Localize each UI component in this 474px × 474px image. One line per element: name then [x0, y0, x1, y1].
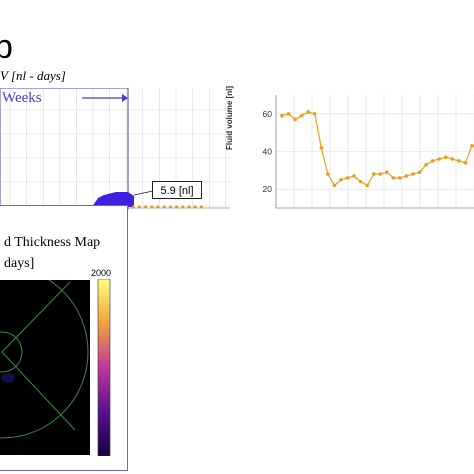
weeks-arrowhead — [122, 94, 128, 102]
fluid-data-point — [450, 157, 455, 161]
fluid-data-point — [293, 117, 297, 122]
fluid-data-point — [470, 144, 474, 148]
weeks-label: Weeks — [2, 90, 42, 106]
fluid-data-point — [332, 183, 337, 188]
volume-timeline-chart — [0, 88, 230, 210]
map-sector-line-upper — [1, 281, 71, 353]
fluid-data-point — [371, 172, 376, 176]
fluid-y-tick-label: 40 — [263, 147, 273, 157]
fluid-data-point — [378, 172, 383, 176]
fluid-data-point — [365, 183, 369, 188]
fluid-volume-axis-label: Fluid volume [nl] — [225, 86, 234, 150]
volume-fill-area — [92, 192, 134, 207]
thickness-map-image — [0, 280, 90, 455]
fluid-data-point — [319, 145, 324, 150]
fluid-y-tick-label: 60 — [263, 109, 273, 119]
fluid-data-point — [299, 113, 304, 118]
fluid-data-point — [430, 159, 435, 163]
fluid-volume-chart: 20 40 60 — [263, 95, 474, 209]
fluid-data-point — [286, 112, 291, 116]
thickness-colorbar — [97, 279, 111, 456]
fluid-series — [280, 110, 474, 188]
thickness-map-subtitle: days] — [4, 256, 35, 271]
fluid-data-point — [463, 161, 468, 165]
fluid-data-point — [358, 179, 363, 184]
fluid-data-point — [457, 159, 461, 163]
fluid-chart-ticks: 20 40 60 — [263, 109, 273, 194]
map-thickness-spot — [1, 373, 15, 383]
fluid-data-point — [306, 110, 311, 114]
fluid-data-point — [424, 162, 428, 167]
fluid-data-point — [398, 176, 402, 180]
weeks-frame — [0, 88, 129, 210]
thickness-map-title: d Thickness Map — [4, 235, 101, 250]
fluid-data-point — [326, 172, 330, 176]
callout-leader — [133, 190, 154, 196]
fluid-data-point — [352, 174, 356, 178]
colorbar-max-label: 2000 — [91, 268, 112, 278]
fluid-data-point — [391, 176, 396, 180]
map-sector-line-lower — [1, 351, 76, 431]
fluid-data-point — [385, 170, 389, 175]
fluid-data-point — [339, 177, 343, 182]
fluid-data-point — [345, 176, 350, 180]
map-inner-ring — [0, 331, 23, 373]
fluid-data-point — [411, 172, 415, 176]
fluid-data-point — [280, 113, 284, 118]
fluid-data-point — [312, 112, 317, 116]
fluid-data-point — [417, 170, 422, 175]
fluid-data-point — [437, 157, 442, 161]
volume-callout: 5.9 [nl] — [152, 181, 202, 199]
map-outer-ring — [0, 280, 89, 439]
fluid-data-point — [404, 174, 409, 178]
fluid-chart-grid — [275, 95, 474, 209]
volume-subtitle: V [nl - days] — [0, 68, 66, 83]
fluid-y-tick-label: 20 — [263, 184, 273, 194]
fluid-series-line — [281, 111, 473, 187]
fluid-data-point — [443, 155, 448, 159]
panel-letter: b — [0, 28, 13, 66]
